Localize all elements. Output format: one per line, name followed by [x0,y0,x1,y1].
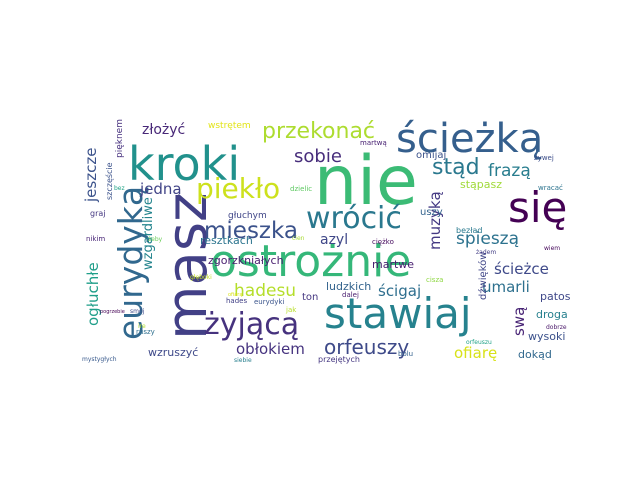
word-patos: patos [540,290,571,303]
word-wzruszyc: wzruszyć [148,346,198,359]
word-martwa: martwą [360,139,387,147]
word-nikim: nikim [86,235,105,243]
word-wysoki: wysoki [528,330,565,343]
word-eurydyki: eurydyki [254,298,284,306]
word-masz: masz [155,193,220,340]
word-wiem: wiem [544,245,560,252]
word-ire: ire [138,323,146,330]
word-pieknem: pięknem [115,119,125,158]
word-siebie: siebie [234,357,252,364]
word-nie: nie [314,142,418,221]
word-azyl: azyl [320,232,348,248]
word-resztkach: resztkach [200,234,253,247]
word-sciezka: ścieżką [396,116,543,162]
word-stad: stąd [432,155,480,180]
word-ofiara: ofiarą [228,292,242,298]
word-spiesza: spieszą [456,229,519,249]
word-ruszy: ruszy [136,328,155,336]
word-bezlad: bezład [456,226,482,235]
word-orfeuszy: orfeuszy [324,335,409,359]
word-droga: droga [536,308,568,321]
word-dalej: dalej [342,291,359,299]
word-cien: cien [292,235,305,242]
word-ostroznie: ostrożnie [210,236,411,287]
word-ciezko: ciężko [372,238,394,246]
word-oblokiem: obłokiem [236,340,305,358]
word-graj: graj [90,209,106,218]
word-fraza: frazą [488,161,531,181]
word-dzwiekow: dźwięków [477,252,489,300]
word-swa: swą [510,307,528,336]
word-jak: jak [285,306,297,314]
word-bez: bez [114,185,125,192]
word-wstretem: wstrętem [208,121,251,131]
word-wzgardliwe: wzgardliwe [141,197,156,270]
word-zlozyc: złożyć [142,122,185,138]
word-hadesu: hadesu [234,281,296,301]
word-wracac: wracać [538,184,563,192]
word-stapasz: stąpasz [460,178,502,191]
word-mieszka: mieszka [204,218,298,244]
word-jeszcze: jeszcze [82,148,100,203]
word-uszy: uszy [420,207,443,218]
word-dzielic: dzielic [290,185,312,193]
word-muzyka: muzyką [426,191,444,250]
word-orfeuszu: orfeuszu [466,339,492,346]
word-ton: ton [302,292,318,303]
word-omijaj: omijaj [416,150,446,161]
word-przejetych: przejętych [318,355,360,364]
word-martwe: martwe [372,258,414,271]
word-ogluchle: ogłuchłe [84,262,102,326]
word-umarli: umarli [482,278,530,296]
word-eurydyka: eurydyką [111,186,150,340]
word-kroki: kroki [128,137,240,191]
word-zadem: żadem [476,249,496,256]
word-wrocic: wrócić [306,201,402,236]
word-scigaj: ścigaj [378,282,421,300]
word-sobie: sobie [294,146,342,167]
word-stawiaj: stawiaj [324,289,472,338]
word-gluchym: głuchym [228,211,267,221]
word-szczescie: szczęście [104,162,114,200]
word-ludzkich: ludzkich [326,280,371,293]
word-pogrzebie: pogrzebie [100,309,125,315]
word-jedna: jedną [139,180,182,198]
word-pieklo: piekło [196,172,280,205]
word-dobrze: dobrze [546,324,567,331]
word-przekonac: przekonać [262,119,375,144]
word-bolu: bolu [398,350,413,358]
word-dokad: dokąd [518,348,552,361]
word-gleboki: głęboki [190,274,212,281]
word-zywej: żywej [534,154,554,162]
word-smoj: smój [130,308,145,315]
word-zgorzkniałych: zgorzkniałych [208,254,284,267]
word-zeby: żeby [148,236,163,243]
word-cisza: cisza [426,276,443,284]
word-hades: hades [226,297,247,305]
word-mystyglych: mystygłych [82,356,117,363]
word-sciezce: ścieżce [494,260,549,278]
word-zyjaca: żyjącą [204,307,299,342]
word-ofiare: ofiarę [454,344,497,362]
word-sie: się [508,183,567,232]
